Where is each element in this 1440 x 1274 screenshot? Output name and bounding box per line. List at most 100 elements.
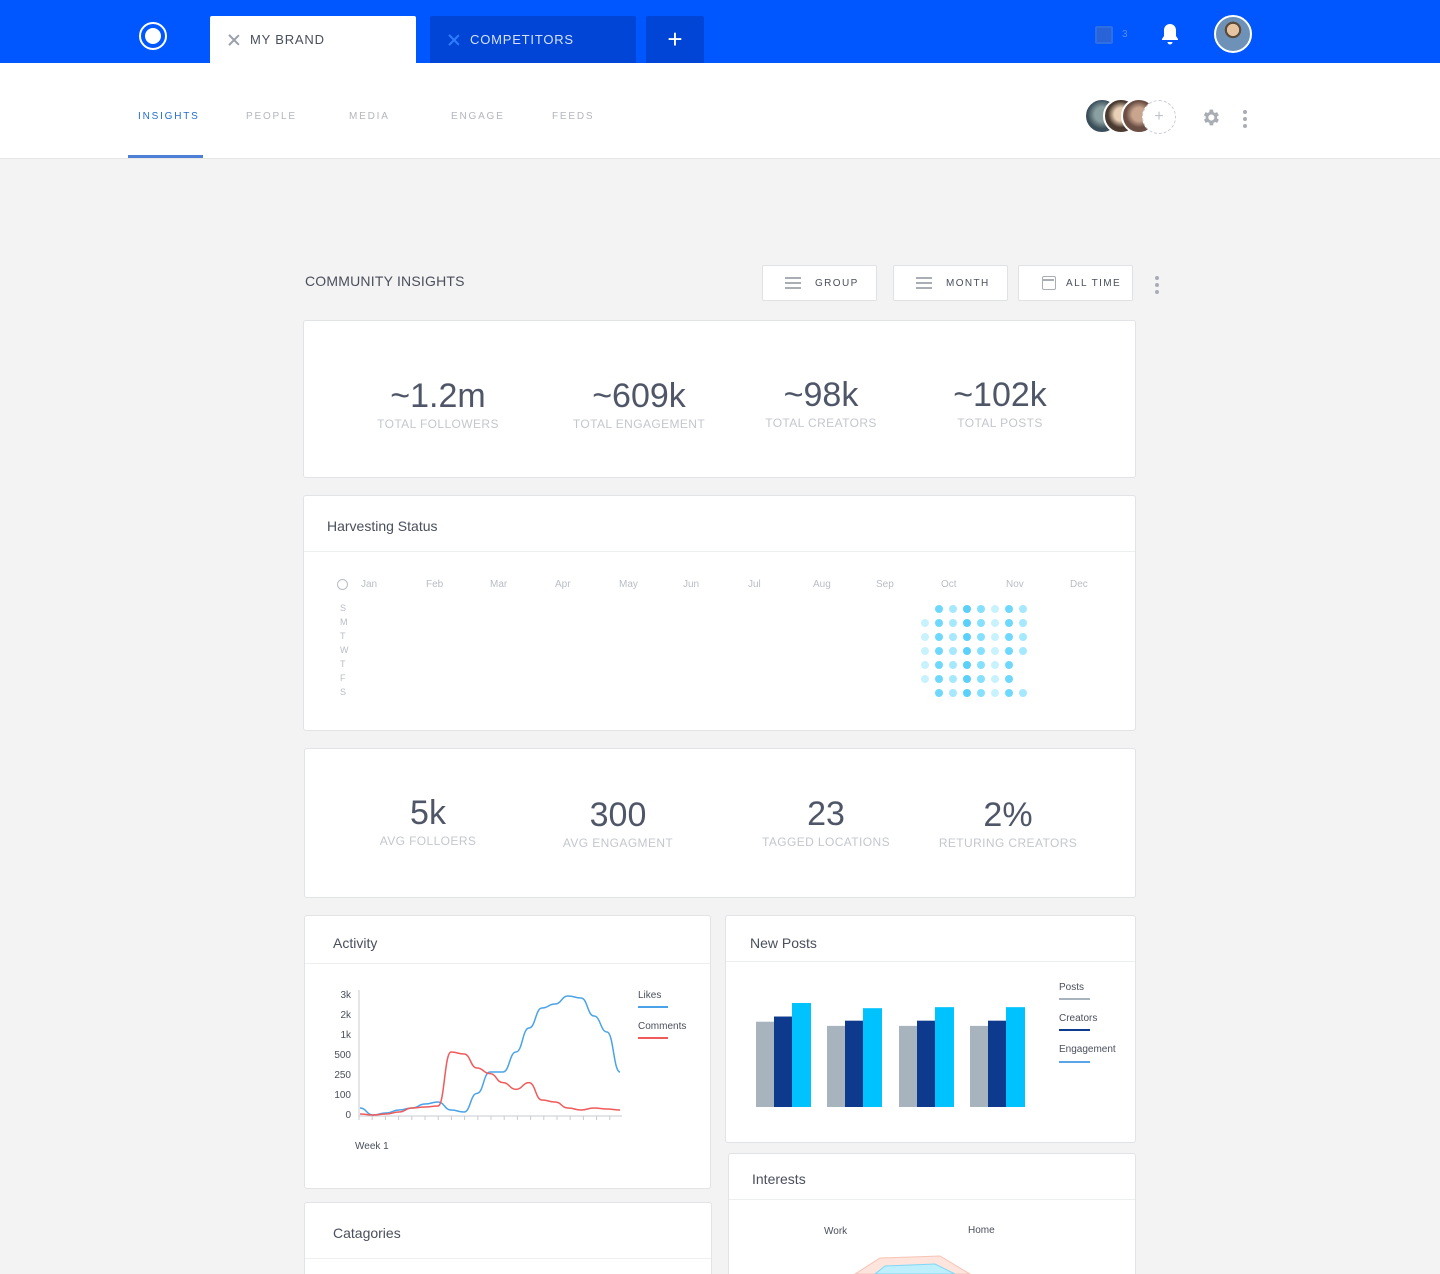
heatmap-cell: [977, 689, 985, 697]
more-options-icon[interactable]: [1155, 276, 1159, 294]
more-options-icon[interactable]: [1243, 110, 1247, 128]
heatmap-day-label: T: [340, 659, 346, 669]
heatmap-cell: [963, 675, 971, 683]
calendar-icon: [1042, 276, 1056, 290]
heatmap-month-label: May: [619, 579, 638, 590]
heatmap-cell: [1019, 605, 1027, 613]
x-axis-label: Week 1: [355, 1141, 389, 1152]
heatmap-cell: [963, 633, 971, 641]
heatmap-day-label: W: [340, 645, 349, 655]
legend-likes: Likes: [638, 990, 662, 1001]
stat-label: TOTAL FOLLOWERS: [377, 417, 499, 431]
tab-label: MY BRAND: [250, 32, 325, 47]
heatmap-cell: [991, 633, 999, 641]
heatmap-cell: [935, 633, 943, 641]
close-tab-icon[interactable]: [228, 34, 240, 46]
stat-label: TOTAL CREATORS: [765, 416, 877, 430]
bar-creators: [774, 1016, 793, 1107]
heatmap-cell: [935, 661, 943, 669]
heatmap-cell: [1005, 689, 1013, 697]
notification-bell-icon[interactable]: [1160, 22, 1180, 46]
date-range-button[interactable]: ALL TIME: [1018, 265, 1133, 301]
y-tick-label: 0: [345, 1110, 351, 1121]
heatmap-cell: [921, 619, 929, 627]
legend-swatch: [638, 1037, 668, 1039]
add-team-member-button[interactable]: +: [1142, 100, 1176, 134]
stat-label: TAGGED LOCATIONS: [762, 835, 890, 849]
interests-radar-chart: [854, 1255, 971, 1274]
group-filter-button[interactable]: GROUP: [762, 265, 877, 301]
heatmap-cell: [935, 647, 943, 655]
heatmap-cell: [1019, 647, 1027, 655]
bar-creators: [988, 1020, 1007, 1107]
legend-creators: Creators: [1059, 1013, 1098, 1024]
interests-card: Interests: [728, 1153, 1136, 1274]
nav-item-people[interactable]: PEOPLE: [246, 111, 297, 122]
inbox-icon[interactable]: [1095, 26, 1113, 44]
legend-swatch: [1059, 998, 1090, 1000]
heatmap-cell: [949, 689, 957, 697]
heatmap-cell: [991, 647, 999, 655]
bar-posts: [756, 1021, 775, 1107]
heatmap-month-label: Oct: [941, 579, 957, 590]
bar-engagement: [1006, 1007, 1025, 1107]
heatmap-cell: [949, 619, 957, 627]
heatmap-month-label: Aug: [813, 579, 831, 590]
nav-item-insights[interactable]: INSIGHTS: [138, 111, 200, 122]
heatmap-cell: [1005, 605, 1013, 613]
stat-label: TOTAL POSTS: [957, 416, 1043, 430]
nav-item-feeds[interactable]: FEEDS: [552, 111, 595, 122]
activity-card: Activity: [304, 915, 711, 1189]
totals-card: ~1.2m TOTAL FOLLOWERS ~609k TOTAL ENGAGE…: [303, 320, 1136, 478]
heatmap-cell: [949, 633, 957, 641]
heatmap-month-label: Nov: [1006, 579, 1024, 590]
month-filter-button[interactable]: MONTH: [893, 265, 1008, 301]
close-tab-icon[interactable]: [448, 34, 460, 46]
heatmap-cell: [921, 661, 929, 669]
series-line-comments: [359, 1051, 621, 1116]
heatmap-cell: [949, 661, 957, 669]
app-logo-icon[interactable]: [139, 22, 167, 50]
heatmap-cell: [1019, 619, 1027, 627]
user-avatar[interactable]: [1214, 15, 1252, 53]
stat-label: TOTAL ENGAGEMENT: [572, 417, 706, 431]
y-tick-label: 500: [334, 1050, 351, 1061]
heatmap-cell: [949, 647, 957, 655]
legend-swatch: [1059, 1061, 1090, 1063]
stat-value: 2%: [983, 796, 1033, 834]
card-title: New Posts: [726, 916, 1135, 962]
heatmap-cell: [1005, 675, 1013, 683]
nav-item-engage[interactable]: ENGAGE: [451, 111, 505, 122]
heatmap-day-label: T: [340, 631, 346, 641]
heatmap-day-label: F: [340, 673, 346, 683]
heatmap-month-label: Jun: [683, 579, 700, 590]
stat-value: ~98k: [783, 376, 859, 414]
heatmap-cell: [977, 619, 985, 627]
heatmap-cell: [977, 675, 985, 683]
heatmap-month-label: Sep: [876, 579, 894, 590]
y-tick-label: 2k: [340, 1010, 351, 1021]
y-tick-label: 100: [334, 1090, 351, 1101]
heatmap-cell: [963, 647, 971, 655]
heatmap-cell: [935, 605, 943, 613]
heatmap-month-label: Mar: [490, 579, 508, 590]
add-tab-button[interactable]: +: [646, 16, 704, 63]
legend-comments: Comments: [638, 1021, 687, 1032]
total-posts-stat: ~102k TOTAL POSTS: [900, 376, 1100, 430]
heatmap-month-label: Jul: [748, 579, 761, 590]
active-nav-indicator: [128, 155, 203, 158]
inbox-count-badge: 3: [1122, 29, 1128, 40]
tab-my-brand[interactable]: MY BRAND: [210, 16, 416, 63]
tagged-locations-stat: 23 TAGGED LOCATIONS: [726, 795, 926, 849]
nav-item-media[interactable]: MEDIA: [349, 111, 390, 122]
tab-competitors[interactable]: COMPETITORS: [430, 16, 636, 63]
menu-icon: [785, 277, 801, 289]
bar-posts: [899, 1025, 918, 1107]
stat-label: AVG ENGAGMENT: [562, 836, 674, 850]
legend-swatch: [1059, 1029, 1090, 1031]
bar-posts: [970, 1025, 989, 1107]
stat-value: ~609k: [592, 377, 686, 415]
heatmap-cell: [963, 661, 971, 669]
settings-gear-icon[interactable]: [1200, 107, 1221, 128]
top-bar: MY BRAND COMPETITORS + 3: [0, 0, 1440, 63]
